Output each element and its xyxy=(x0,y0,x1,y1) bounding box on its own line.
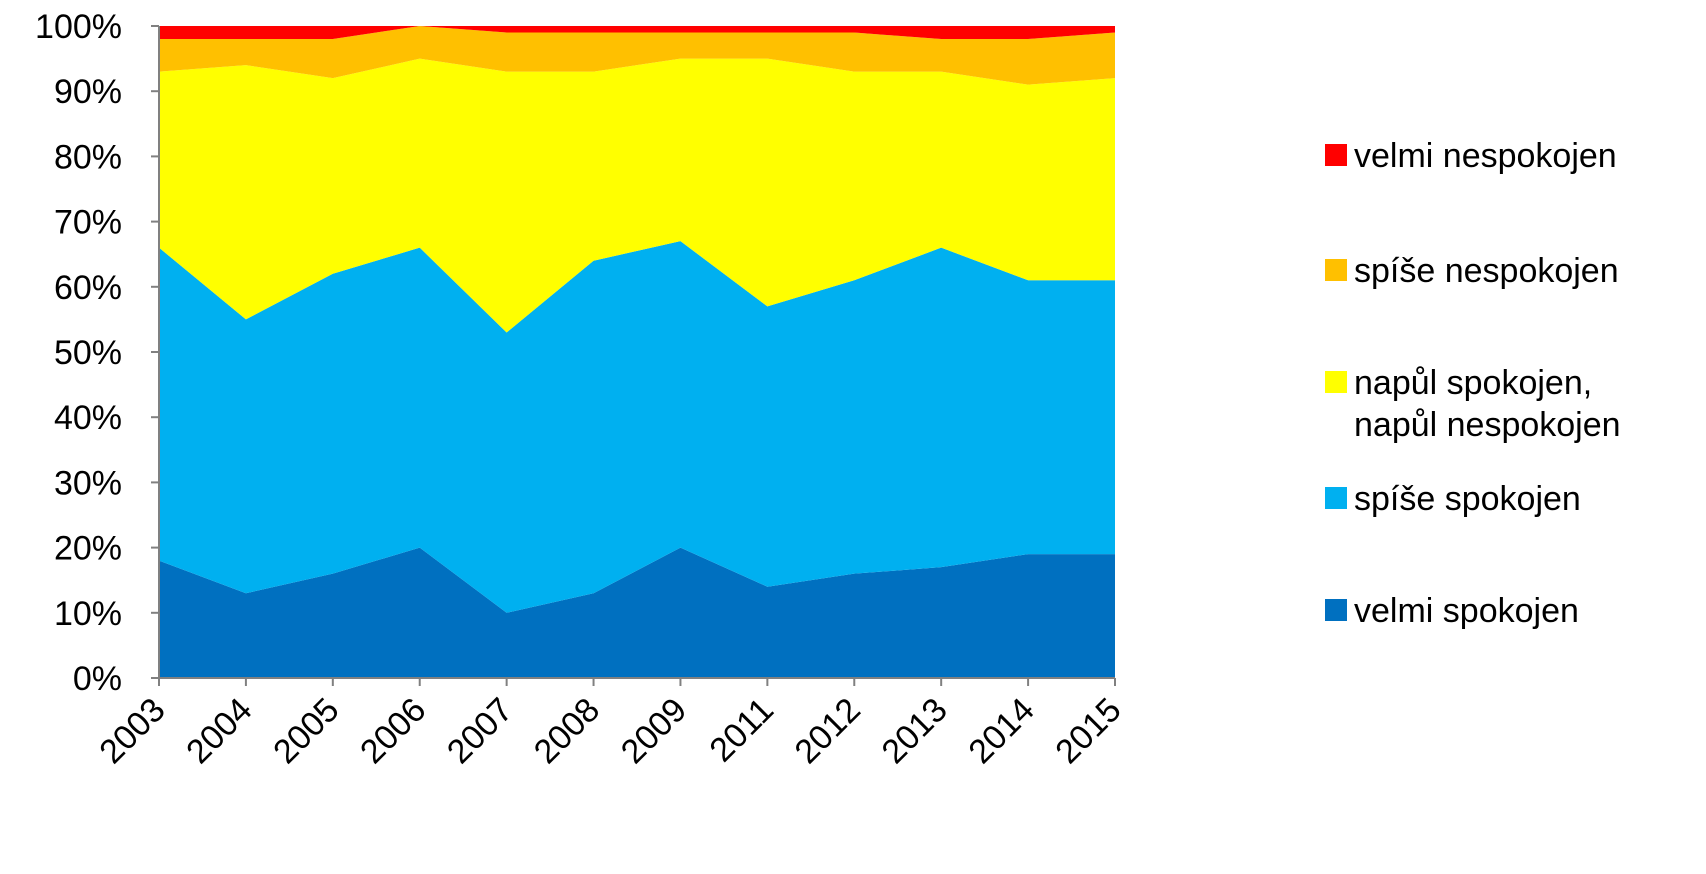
area-series-napul-spokojen-napul-nespokojen xyxy=(159,58,1115,333)
y-axis-tick-label: 60% xyxy=(54,269,122,307)
legend-swatch xyxy=(1325,599,1347,621)
legend-item: napůl spokojen, napůl nespokojen xyxy=(1325,362,1621,446)
area-series-velmi-spokojen xyxy=(159,547,1115,678)
chart-legend: velmi nespokojen spíše nespokojen napůl sp… xyxy=(1325,0,1700,874)
x-axis-tick-label: 2003 xyxy=(92,691,172,771)
legend-label: spíše spokojen xyxy=(1354,480,1581,518)
legend-label: spíše nespokojen xyxy=(1354,252,1619,290)
area-series-spise-spokojen xyxy=(159,241,1115,613)
legend-item: spíše spokojen xyxy=(1325,478,1581,520)
y-axis-tick-label: 30% xyxy=(54,464,122,502)
axes-group xyxy=(151,25,1116,686)
area-series-velmi-nespokojen xyxy=(159,26,1115,40)
y-axis-tick-label: 90% xyxy=(54,73,122,111)
legend-label: velmi spokojen xyxy=(1354,592,1579,630)
x-axis-tick-label: 2014 xyxy=(961,691,1041,771)
x-axis-tick-label: 2011 xyxy=(702,691,781,770)
legend-swatch xyxy=(1325,144,1347,166)
x-axis-tick-label: 2006 xyxy=(353,691,433,771)
x-axis-tick-labels: 2003 2004 2005 2006 2007 2008 2009 2011 2012 2013… xyxy=(92,691,1128,771)
stacked-area-chart: 0%10%20%30%40%50%60%70%80%90%100% 2003 20… xyxy=(35,8,1129,771)
y-axis-tick-labels: 0% 10% 20% 30% 40% 50% 60% 70% 80% 90% 100% xyxy=(35,8,122,698)
legend-item: velmi spokojen xyxy=(1325,590,1579,632)
y-axis-tick-label: 100% xyxy=(35,8,122,46)
y-axis-tick-label: 40% xyxy=(54,399,122,437)
legend-swatch xyxy=(1325,487,1347,509)
y-axis-tick-label: 50% xyxy=(54,334,122,372)
y-axis-tick-label: 20% xyxy=(54,530,122,568)
x-axis-tick-label: 2007 xyxy=(440,691,520,771)
x-axis-tick-label: 2008 xyxy=(527,691,607,771)
x-axis-tick-label: 2009 xyxy=(614,691,694,771)
x-axis-tick-label: 2013 xyxy=(874,691,954,771)
area-series-spise-nespokojen xyxy=(159,26,1115,85)
y-axis-tick-label: 70% xyxy=(54,204,122,242)
legend-item: velmi nespokojen xyxy=(1325,135,1617,177)
x-axis-tick-label: 2005 xyxy=(266,691,346,771)
y-axis-tick-label: 0% xyxy=(73,660,122,698)
area-series-group xyxy=(159,26,1115,678)
legend-label: napůl spokojen, napůl nespokojen xyxy=(1354,364,1621,444)
legend-item: spíše nespokojen xyxy=(1325,250,1619,292)
y-axis-tick-label: 80% xyxy=(54,138,122,176)
y-axis-tick-label: 10% xyxy=(54,595,122,633)
x-axis-tick-label: 2004 xyxy=(179,691,259,771)
legend-swatch xyxy=(1325,371,1347,393)
x-axis-tick-label: 2012 xyxy=(788,691,868,771)
legend-label: velmi nespokojen xyxy=(1354,137,1617,175)
legend-swatch xyxy=(1325,259,1347,281)
x-axis-tick-label: 2015 xyxy=(1048,691,1128,771)
